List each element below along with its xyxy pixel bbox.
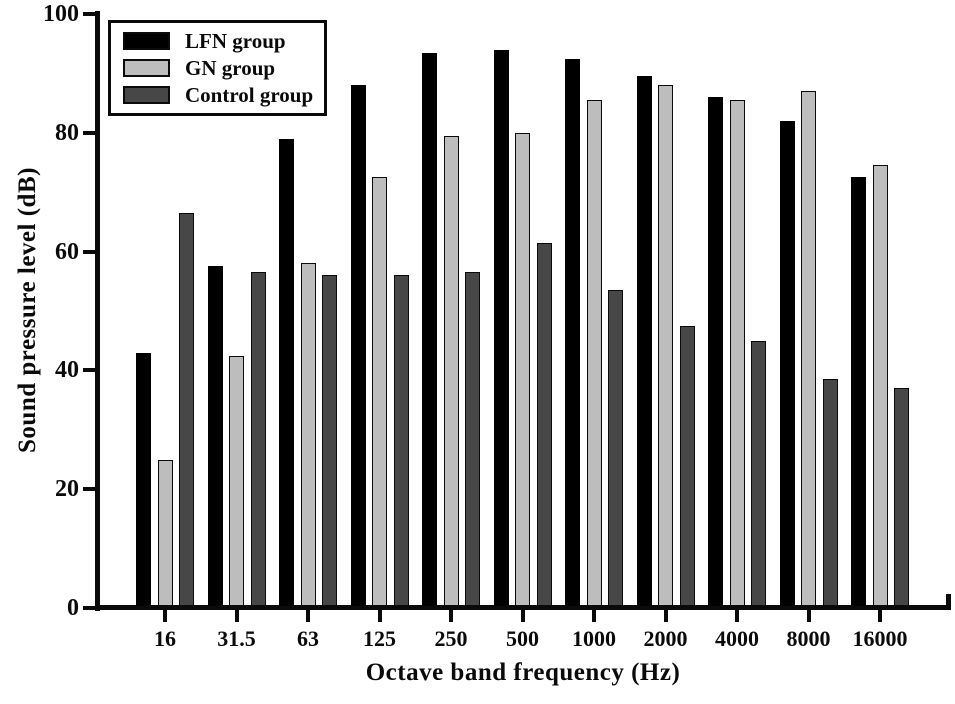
bar-lfn-group bbox=[136, 352, 151, 606]
bar-control-group bbox=[465, 272, 480, 606]
bar-gn-group bbox=[157, 459, 173, 606]
x-axis-title: Octave band frequency (Hz) bbox=[365, 659, 681, 686]
bar-lfn-group bbox=[708, 97, 723, 606]
x-tick-mark bbox=[735, 610, 739, 622]
bar-lfn-group bbox=[422, 52, 437, 606]
y-tick-label: 80 bbox=[55, 119, 79, 146]
bar-gn-group bbox=[229, 355, 244, 606]
x-tick-label: 16 bbox=[154, 626, 176, 651]
bar-lfn-group bbox=[207, 266, 223, 606]
y-tick-mark bbox=[83, 606, 95, 610]
legend-label-lfn-group: LFN group bbox=[185, 28, 286, 53]
x-axis-line bbox=[95, 605, 951, 610]
legend-item-control-group: Control group bbox=[123, 82, 324, 107]
y-tick-mark bbox=[83, 130, 95, 135]
y-tick-label: 20 bbox=[55, 476, 79, 503]
bar-lfn-group bbox=[350, 85, 366, 606]
bar-control-group bbox=[179, 212, 194, 606]
x-tick-mark bbox=[163, 610, 167, 622]
legend-item-gn-group: GN group bbox=[123, 55, 324, 80]
bar-gn-group bbox=[729, 100, 745, 606]
bar-lfn-group bbox=[779, 120, 795, 606]
y-tick-mark bbox=[83, 249, 95, 254]
y-tick-label: 0 bbox=[67, 595, 79, 621]
bar-gn-group bbox=[372, 177, 387, 606]
bar-control-group bbox=[536, 242, 552, 606]
x-tick-label: 16000 bbox=[852, 626, 908, 651]
y-tick-label: 40 bbox=[55, 357, 79, 384]
x-tick-label: 63 bbox=[297, 626, 319, 651]
bar-lfn-group bbox=[279, 138, 294, 606]
bar-gn-group bbox=[801, 91, 816, 606]
x-tick-mark bbox=[234, 610, 239, 622]
bar-gn-group bbox=[515, 132, 530, 606]
x-tick-mark bbox=[806, 610, 811, 622]
x-tick-label: 31.5 bbox=[217, 626, 256, 651]
bar-gn-group bbox=[300, 263, 316, 606]
bar-lfn-group bbox=[493, 49, 509, 606]
bar-gn-group bbox=[658, 85, 673, 606]
legend-swatch-gn-group bbox=[123, 59, 170, 77]
x-tick-mark bbox=[520, 610, 525, 622]
x-tick-label: 1000 bbox=[572, 626, 616, 651]
bar-control-group bbox=[250, 272, 266, 606]
legend-label-gn-group: GN group bbox=[185, 55, 276, 80]
bar-control-group bbox=[608, 290, 623, 606]
bar-control-group bbox=[751, 340, 766, 606]
x-tick-mark bbox=[663, 610, 668, 622]
x-tick-mark bbox=[878, 610, 882, 622]
bar-gn-group bbox=[586, 100, 602, 606]
y-tick-label: 60 bbox=[55, 238, 79, 265]
legend-label-control-group: Control group bbox=[185, 82, 314, 107]
x-tick-label: 125 bbox=[363, 626, 396, 651]
x-tick-label: 2000 bbox=[643, 626, 688, 651]
bar-control-group bbox=[393, 275, 409, 606]
bar-lfn-group bbox=[565, 58, 580, 606]
y-tick-mark bbox=[83, 12, 95, 16]
y-tick-mark bbox=[83, 368, 95, 373]
legend-swatch-control-group bbox=[123, 86, 170, 104]
bar-gn-group bbox=[443, 135, 459, 606]
bar-lfn-group bbox=[636, 76, 652, 606]
x-tick-label: 4000 bbox=[715, 626, 759, 651]
x-tick-mark bbox=[306, 610, 310, 622]
y-tick-label: 100 bbox=[43, 1, 79, 27]
bar-control-group bbox=[679, 325, 695, 606]
y-tick-mark bbox=[83, 487, 95, 492]
x-axis-end-cap bbox=[946, 594, 951, 605]
legend-item-lfn-group: LFN group bbox=[123, 28, 324, 53]
y-axis-title: Sound pressure level (dB) bbox=[14, 167, 41, 453]
y-axis-line bbox=[95, 11, 100, 611]
legend: LFN group GN group Control group bbox=[108, 20, 327, 116]
bar-control-group bbox=[322, 275, 337, 606]
x-tick-label: 500 bbox=[506, 626, 539, 651]
x-tick-mark bbox=[592, 610, 596, 622]
x-tick-label: 8000 bbox=[786, 626, 831, 651]
bar-gn-group bbox=[872, 165, 888, 606]
x-tick-label: 250 bbox=[434, 626, 468, 651]
bar-lfn-group bbox=[851, 177, 866, 606]
x-tick-mark bbox=[449, 610, 453, 622]
bar-control-group bbox=[822, 379, 838, 606]
x-tick-mark bbox=[377, 610, 382, 622]
legend-swatch-lfn-group bbox=[123, 32, 170, 50]
bar-control-group bbox=[894, 388, 909, 606]
